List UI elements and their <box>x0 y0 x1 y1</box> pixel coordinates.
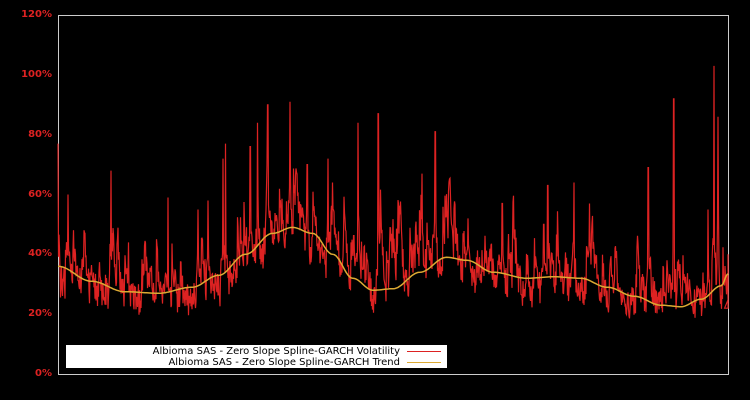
legend-label: Albioma SAS - Zero Slope Spline-GARCH Tr… <box>168 357 400 368</box>
volatility-line <box>57 65 729 319</box>
legend-item-volatility: Albioma SAS - Zero Slope Spline-GARCH Vo… <box>153 346 441 357</box>
trend-line <box>57 226 729 308</box>
plot-frame <box>58 15 729 375</box>
y-tick-label: 100% <box>21 68 52 80</box>
y-tick-label: 0% <box>35 368 52 379</box>
y-tick-label: 80% <box>28 128 52 140</box>
legend-swatch-gold <box>407 362 441 363</box>
legend-label: Albioma SAS - Zero Slope Spline-GARCH Vo… <box>152 346 400 357</box>
y-tick-label: 40% <box>28 248 52 260</box>
y-tick-label: 120% <box>21 9 52 20</box>
y-tick-label: 60% <box>28 188 52 200</box>
volatility-series <box>57 65 729 319</box>
legend: Albioma SAS - Zero Slope Spline-GARCH Vo… <box>66 345 447 368</box>
y-tick-label: 20% <box>28 308 52 320</box>
legend-swatch-red <box>407 351 441 352</box>
legend-item-trend: Albioma SAS - Zero Slope Spline-GARCH Tr… <box>168 357 441 368</box>
trend-series <box>57 226 729 308</box>
